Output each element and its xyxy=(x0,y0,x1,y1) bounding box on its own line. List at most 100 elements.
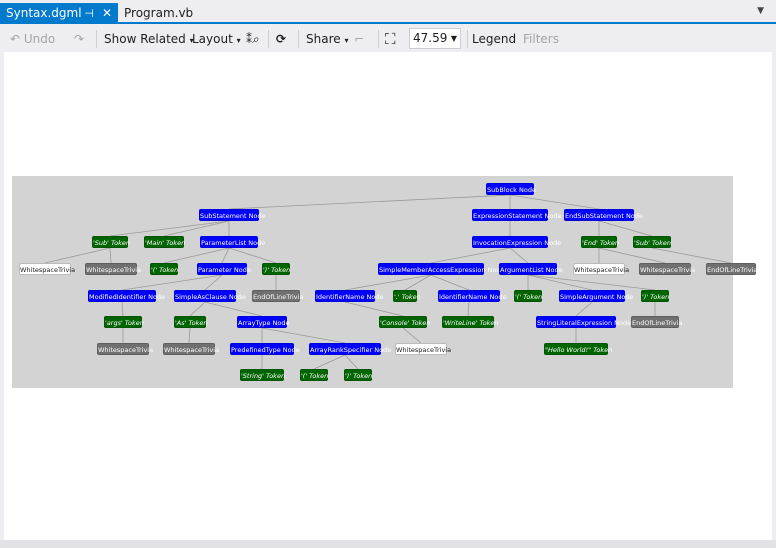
graph-node-token[interactable]: ')' Token xyxy=(641,290,669,302)
show-related-label: Show Related xyxy=(104,32,186,46)
graph-node-trivia[interactable]: WhitespaceTrivia xyxy=(97,343,153,355)
separator xyxy=(378,30,379,48)
graph-node-token[interactable]: 'As' Token xyxy=(174,316,208,328)
graph-node-syntax[interactable]: ModifiedIdentifier Node xyxy=(88,290,165,302)
graph-edge xyxy=(189,301,206,317)
graph-node-trivia[interactable]: EndOfLineTrivia xyxy=(706,263,757,275)
graph-node-token[interactable]: 'Sub' Token xyxy=(92,236,130,248)
filters-button[interactable]: Filters xyxy=(523,32,559,46)
refresh-icon[interactable]: ⟳ xyxy=(276,32,287,46)
layout-button[interactable]: Layout ▾ xyxy=(192,26,241,52)
graph-node-trivia[interactable]: EndOfLineTrivia xyxy=(631,316,682,328)
zoom-to-fit-icon[interactable]: ⛶ xyxy=(385,30,396,48)
graph-node-syntax[interactable]: ArrayType Node xyxy=(237,316,289,328)
comment-icon[interactable]: ⌐ xyxy=(354,32,365,46)
graph-node-token[interactable]: '(' Token xyxy=(150,263,178,275)
graph-node-token[interactable]: '(' Token xyxy=(300,369,328,381)
chevron-down-icon: ▾ xyxy=(189,36,194,45)
graph-edge xyxy=(163,247,230,264)
graph-edge xyxy=(651,247,732,264)
graph-node-token[interactable]: ')' Token xyxy=(262,263,290,275)
pin-icon[interactable]: ⊣ xyxy=(84,7,94,20)
graph-edge xyxy=(228,194,511,210)
graph-edge xyxy=(204,274,223,291)
tab-program-vb[interactable]: Program.vb xyxy=(118,3,199,24)
zoom-combobox[interactable]: 47.59 ▼ xyxy=(409,28,461,49)
share-button[interactable]: Share ▾ xyxy=(306,26,348,52)
tab-label: Program.vb xyxy=(124,6,194,20)
graph-node-syntax[interactable]: IdentifierName Node xyxy=(438,290,507,302)
redo-icon: ↷ xyxy=(74,32,85,46)
legend-button[interactable]: Legend xyxy=(472,32,517,46)
graph-node-token[interactable]: 'Sub' Token xyxy=(633,236,671,248)
graph-node-token[interactable]: '(' Token xyxy=(514,290,542,302)
graph-canvas[interactable]: SubBlock Node SubStatement Node Expression… xyxy=(4,52,772,540)
graph-node-syntax[interactable]: SubBlock Node xyxy=(486,183,536,195)
redo-button[interactable]: ↷ xyxy=(74,26,84,52)
graph-node-trivia-lead[interactable]: WhitespaceTrivia xyxy=(573,263,629,275)
tab-label: Syntax.dgml xyxy=(6,6,82,20)
graph-edge xyxy=(509,194,600,210)
tab-syntax-dgml[interactable]: Syntax.dgml ⊣ ✕ xyxy=(0,3,118,24)
graph-node-syntax[interactable]: IdentifierName Node xyxy=(315,290,384,302)
graph-node-trivia[interactable]: WhitespaceTrivia xyxy=(639,263,695,275)
graph-node-syntax[interactable]: InvocationExpression Node xyxy=(472,236,561,248)
graph-node-syntax[interactable]: ParameterList Node xyxy=(200,236,265,248)
toolbar: ↶ Undo ↷ Show Related ▾ Layout ▾ ⁑⌕ ⟳ Sh… xyxy=(4,26,772,52)
graph-edge xyxy=(109,247,112,264)
tab-overflow-dropdown-icon[interactable]: ▼ xyxy=(757,6,764,16)
graph-node-syntax[interactable]: SubStatement Node xyxy=(199,209,266,221)
undo-label: Undo xyxy=(23,32,56,46)
graph-edge xyxy=(44,247,111,264)
graph-node-token[interactable]: "Hello World!" Token xyxy=(544,343,612,355)
graph-edge xyxy=(121,301,124,317)
graph-node-token[interactable]: 'WriteLine' Token xyxy=(442,316,499,328)
graph-node-token[interactable]: '.' Token xyxy=(393,290,421,302)
graph-node-token[interactable]: 'String' Token xyxy=(240,369,285,381)
chevron-down-icon: ▾ xyxy=(344,36,349,45)
graph-node-token[interactable]: 'End' Token xyxy=(581,236,619,248)
graph-node-syntax[interactable]: SimpleArgument Node xyxy=(559,290,633,302)
separator xyxy=(467,30,468,48)
graph-node-trivia-lead[interactable]: WhitespaceTrivia xyxy=(19,263,75,275)
syntax-graph: SubBlock Node SubStatement Node Expression… xyxy=(12,176,757,388)
graph-node-syntax[interactable]: SimpleAsClause Node xyxy=(174,290,246,302)
graph-node-syntax[interactable]: StringLiteralExpression Node xyxy=(536,316,631,328)
graph-node-token[interactable]: 'Console' Token xyxy=(379,316,430,328)
graph-edge xyxy=(204,301,263,317)
zoom-value: 47.59 xyxy=(413,31,448,45)
separator xyxy=(298,30,299,48)
graph-edge xyxy=(344,301,404,317)
chevron-down-icon: ▼ xyxy=(450,34,457,43)
graph-node-syntax[interactable]: ExpressionStatement Node xyxy=(472,209,562,221)
separator xyxy=(96,30,97,48)
graph-node-trivia[interactable]: WhitespaceTrivia xyxy=(85,263,141,275)
graph-edge xyxy=(598,220,653,237)
close-icon[interactable]: ✕ xyxy=(101,6,112,20)
graph-edge xyxy=(313,354,346,370)
undo-button[interactable]: ↶ Undo xyxy=(10,26,55,52)
separator xyxy=(268,30,269,48)
graph-node-trivia[interactable]: EndOfLineTrivia xyxy=(252,290,303,302)
graph-node-syntax[interactable]: Parameter Node xyxy=(197,263,251,275)
graph-node-token[interactable]: 'args' Token xyxy=(104,316,144,328)
graph-node-syntax[interactable]: ArgumentList Node xyxy=(499,263,563,275)
graph-node-syntax[interactable]: SimpleMemberAccessExpression Node xyxy=(378,263,505,275)
graph-node-syntax[interactable]: EndSubStatement Node xyxy=(564,209,643,221)
graph-node-token[interactable]: ')' Token xyxy=(344,369,372,381)
graph-edge xyxy=(467,301,470,317)
graph-edge xyxy=(221,247,230,264)
graph-node-trivia[interactable]: WhitespaceTrivia xyxy=(163,343,219,355)
graph-edge xyxy=(527,274,593,291)
graph-node-syntax[interactable]: ArrayRankSpecifier Node xyxy=(309,343,391,355)
bottom-bar xyxy=(0,540,776,548)
graph-node-syntax[interactable]: PredefinedType Node xyxy=(230,343,300,355)
graph-node-token[interactable]: 'Main' Token xyxy=(144,236,185,248)
show-related-button[interactable]: Show Related ▾ xyxy=(104,26,194,52)
share-label: Share xyxy=(306,32,341,46)
quick-layout-icon[interactable]: ⁑⌕ xyxy=(246,32,259,46)
graph-edge xyxy=(163,220,230,237)
layout-label: Layout xyxy=(192,32,233,46)
graph-node-trivia-lead[interactable]: WhitespaceTrivia xyxy=(395,343,451,355)
graph-edge xyxy=(404,274,432,291)
